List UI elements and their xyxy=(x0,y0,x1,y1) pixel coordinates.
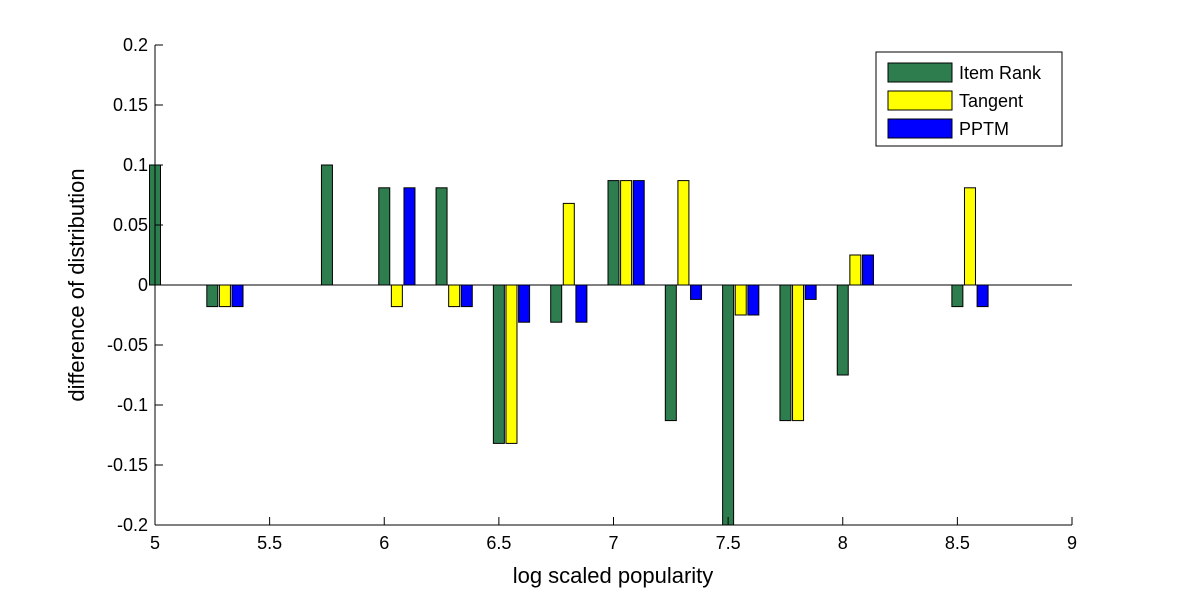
bar-pptm-5 xyxy=(460,284,473,308)
bar-pptm-12 xyxy=(861,254,874,286)
bar-item-rank-9 xyxy=(664,284,677,422)
x-tick-label: 8 xyxy=(838,533,848,553)
bar-pptm-1 xyxy=(231,284,244,308)
bar-item-rank-6 xyxy=(492,284,505,444)
y-tick-label: 0.2 xyxy=(123,35,148,55)
bar-pptm-7 xyxy=(575,284,588,323)
y-tick-label: -0.2 xyxy=(117,515,148,535)
bar-pptm-6 xyxy=(518,284,531,323)
bar-pptm-14 xyxy=(976,284,989,308)
bar-item-rank-1 xyxy=(206,284,219,308)
bar-tangent-11 xyxy=(792,284,805,422)
bar-item-rank-14 xyxy=(951,284,964,308)
bar-item-rank-11 xyxy=(779,284,792,422)
bar-tangent-7 xyxy=(562,202,575,286)
legend-label-item-rank: Item Rank xyxy=(959,63,1042,83)
ticks-group: 5 5.5 6 6.5 7 7.5 8 8.5 9 -0.2 -0.15 -0.1 -0.05 0 0.05… xyxy=(107,35,1077,553)
x-tick-label: 7.5 xyxy=(716,533,741,553)
x-tick-label: 8.5 xyxy=(945,533,970,553)
y-tick-label: 0.15 xyxy=(113,95,148,115)
bar-tangent-12 xyxy=(849,254,862,286)
x-tick-label: 6 xyxy=(379,533,389,553)
y-tick-label: 0 xyxy=(138,275,148,295)
bar-tangent-1 xyxy=(218,284,231,308)
bar-item-rank-5 xyxy=(435,187,448,286)
legend-swatch-tangent xyxy=(887,90,953,111)
x-tick-label: 6.5 xyxy=(486,533,511,553)
x-axis-title: log scaled popularity xyxy=(513,563,714,588)
bar-tangent-9 xyxy=(677,180,690,286)
bar-pptm-8 xyxy=(632,180,645,286)
bar-item-rank-12 xyxy=(836,284,849,376)
bar-item-rank-4 xyxy=(378,187,391,286)
legend-label-tangent: Tangent xyxy=(959,91,1023,111)
bar-pptm-10 xyxy=(747,284,760,316)
bar-tangent-6 xyxy=(505,284,518,444)
bar-tangent-5 xyxy=(448,284,461,308)
legend: Item Rank Tangent PPTM xyxy=(875,51,1063,147)
x-tick-label: 5.5 xyxy=(257,533,282,553)
y-tick-label: -0.05 xyxy=(107,335,148,355)
y-tick-label: -0.15 xyxy=(107,455,148,475)
bar-tangent-4 xyxy=(390,284,403,308)
bar-tangent-8 xyxy=(620,180,633,286)
legend-label-pptm: PPTM xyxy=(959,119,1009,139)
x-tick-label: 9 xyxy=(1067,533,1077,553)
x-tick-label: 5 xyxy=(150,533,160,553)
bar-tangent-14 xyxy=(963,187,976,286)
bar-pptm-11 xyxy=(804,284,817,300)
legend-swatch-pptm xyxy=(887,118,953,139)
y-tick-label: -0.1 xyxy=(117,395,148,415)
bar-item-rank-3 xyxy=(320,164,333,286)
bar-item-rank-7 xyxy=(550,284,563,323)
bar-pptm-9 xyxy=(690,284,703,300)
bar-item-rank-8 xyxy=(607,180,620,286)
legend-swatch-item-rank xyxy=(887,62,953,83)
x-tick-label: 7 xyxy=(608,533,618,553)
bar-pptm-4 xyxy=(403,187,416,286)
bar-item-rank-10 xyxy=(722,284,735,526)
y-tick-label: 0.05 xyxy=(113,215,148,235)
bar-tangent-10 xyxy=(734,284,747,316)
y-axis-title: difference of distribution xyxy=(64,168,89,401)
y-tick-label: 0.1 xyxy=(123,155,148,175)
